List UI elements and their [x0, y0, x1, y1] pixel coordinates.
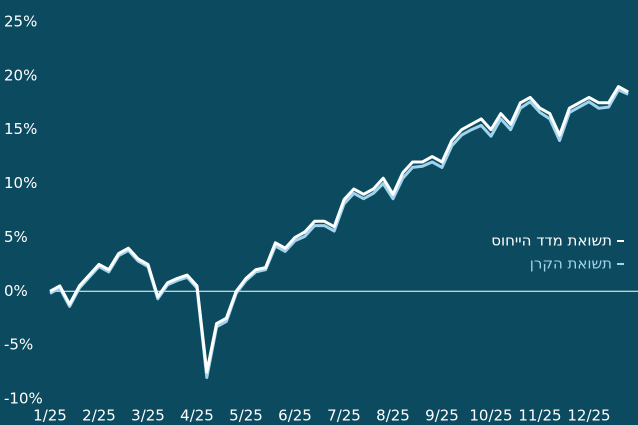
x-tick-label: 5/25 — [229, 407, 263, 425]
x-tick-label: 11/25 — [518, 407, 561, 425]
x-tick-label: 6/25 — [278, 407, 312, 425]
x-tick-label: 10/25 — [469, 407, 512, 425]
legend-label: תשואת מדד הייחוס — [491, 232, 612, 250]
x-tick-label: 2/25 — [82, 407, 116, 425]
y-tick-label: -10% — [4, 390, 43, 408]
x-tick-label: 3/25 — [131, 407, 165, 425]
y-tick-label: 25% — [4, 13, 37, 31]
y-tick-label: -5% — [4, 336, 33, 354]
x-tick-label: 9/25 — [425, 407, 459, 425]
y-tick-label: 0% — [4, 282, 28, 300]
x-tick-label: 4/25 — [180, 407, 214, 425]
y-tick-label: 5% — [4, 228, 28, 246]
x-tick-label: 12/25 — [567, 407, 610, 425]
x-tick-label: 8/25 — [376, 407, 410, 425]
y-tick-label: 20% — [4, 66, 37, 84]
x-tick-label: 1/25 — [33, 407, 67, 425]
series-line — [49, 85, 629, 374]
y-tick-label: 10% — [4, 174, 37, 192]
x-tick-label: 7/25 — [327, 407, 361, 425]
legend-label: תשואת הקרן — [530, 255, 612, 273]
y-tick-label: 15% — [4, 120, 37, 138]
